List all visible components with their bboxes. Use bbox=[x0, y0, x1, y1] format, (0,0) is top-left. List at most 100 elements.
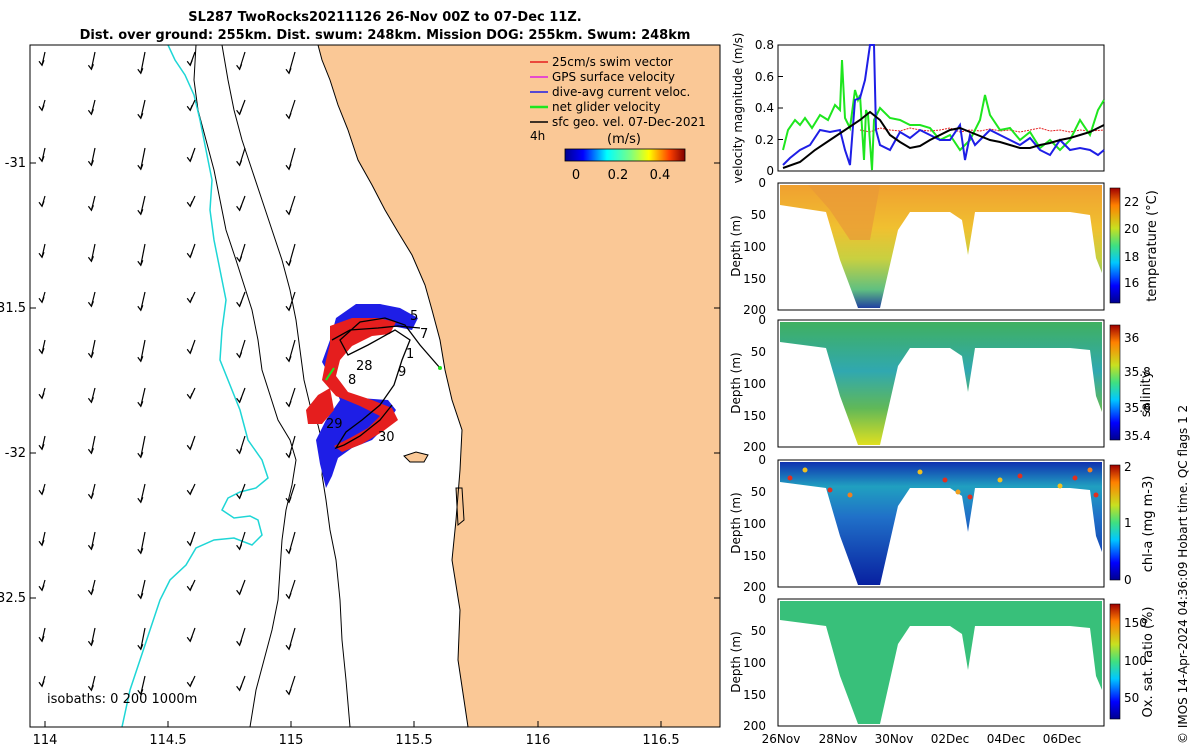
velocity-ytick: 0.2 bbox=[755, 133, 774, 147]
depth-tick: 150 bbox=[743, 272, 766, 286]
velocity-arrowhead bbox=[137, 689, 144, 696]
velocity-ylabel: velocity magnitude (m/s) bbox=[731, 33, 745, 184]
temperature-cbar-tick: 18 bbox=[1124, 250, 1139, 264]
lat-tick: -32.5 bbox=[0, 591, 26, 606]
velocity-arrowhead bbox=[186, 489, 193, 496]
velocity-arrowhead bbox=[137, 113, 144, 120]
velocity-arrowhead bbox=[236, 589, 243, 596]
map-panel[interactable]: 5 7 1 28 8 9 29 30 -31 -31.5 -32 -32.5 bbox=[0, 44, 721, 748]
velocity-arrowhead bbox=[137, 209, 144, 216]
temperature-cbar-tick: 22 bbox=[1124, 195, 1139, 209]
temperature-panel[interactable]: 16 18 20 22 temperature (°C) Depth (m) 0… bbox=[729, 176, 1160, 317]
colorbar bbox=[564, 148, 686, 162]
salinity-cbar-tick: 36 bbox=[1124, 331, 1139, 345]
velocity-arrowhead bbox=[236, 301, 243, 308]
coast-outline bbox=[317, 45, 469, 727]
temperature-warm-core bbox=[808, 185, 880, 240]
depth-tick: 150 bbox=[743, 409, 766, 423]
depth-tick: 200 bbox=[743, 580, 766, 594]
lat-axis: -31 -31.5 -32 -32.5 bbox=[0, 156, 720, 606]
salinity-section bbox=[780, 322, 1102, 445]
depth-tick: 0 bbox=[758, 592, 766, 606]
lon-tick: 115 bbox=[279, 733, 304, 748]
oxygen-section bbox=[780, 601, 1102, 724]
depth-tick: 200 bbox=[743, 440, 766, 454]
depth-tick: 50 bbox=[751, 485, 766, 499]
velocity-arrowhead bbox=[285, 497, 292, 504]
day-label: 5 bbox=[410, 309, 418, 324]
chla-hotspot bbox=[1093, 492, 1099, 498]
velocity-arrowhead bbox=[87, 544, 94, 551]
date-tick: 04Dec bbox=[987, 732, 1026, 746]
date-tick: 28Nov bbox=[819, 732, 858, 746]
lon-tick: 116 bbox=[526, 733, 551, 748]
velocity-arrowhead bbox=[87, 205, 94, 212]
map-legend: 25cm/s swim vector GPS surface velocity … bbox=[530, 55, 706, 183]
temperature-cbar-tick: 16 bbox=[1124, 276, 1139, 290]
lon-axis: 114 114.5 115 115.5 116 116.5 bbox=[33, 721, 680, 748]
geostrophic-velocity-arrows bbox=[38, 51, 296, 696]
lat-tick: -31.5 bbox=[0, 301, 26, 316]
depth-tick: 50 bbox=[751, 624, 766, 638]
lat-tick: -31 bbox=[5, 156, 26, 171]
velocity-arrowhead bbox=[285, 260, 292, 267]
velocity-arrowhead bbox=[236, 352, 243, 359]
velocity-arrowhead bbox=[87, 685, 94, 692]
day-label: 8 bbox=[348, 373, 356, 388]
velocity-arrowhead bbox=[236, 64, 243, 71]
chla-ylabel: Depth (m) bbox=[729, 492, 743, 553]
velocity-arrowhead bbox=[38, 540, 45, 547]
depth-tick: 100 bbox=[743, 377, 766, 391]
velocity-arrowhead bbox=[87, 640, 94, 647]
depth-tick: 100 bbox=[743, 517, 766, 531]
velocity-arrowhead bbox=[38, 105, 45, 112]
velocity-ytick: 0 bbox=[766, 164, 774, 178]
chla-hotspot bbox=[955, 489, 961, 495]
velocity-arrowhead bbox=[236, 256, 243, 263]
chla-hotspot bbox=[1017, 473, 1023, 479]
velocity-arrowhead bbox=[38, 348, 45, 355]
velocity-arrowhead bbox=[137, 356, 144, 363]
chla-hotspots bbox=[787, 467, 1099, 500]
colorbar-tick: 0.4 bbox=[650, 168, 671, 183]
title-line1: SL287 TwoRocks20211126 26-Nov 00Z to 07-… bbox=[188, 10, 581, 25]
velocity-arrowhead bbox=[236, 640, 243, 647]
velocity-arrowhead bbox=[87, 448, 94, 455]
velocity-arrowhead bbox=[236, 205, 243, 212]
salinity-ylabel: Depth (m) bbox=[729, 352, 743, 413]
velocity-arrowhead bbox=[137, 401, 144, 408]
chla-colorbar bbox=[1109, 464, 1121, 581]
velocity-arrowhead bbox=[186, 156, 193, 163]
chla-cbar-tick: 2 bbox=[1124, 460, 1132, 474]
lat-tick: -32 bbox=[5, 446, 26, 461]
velocity-arrow bbox=[140, 339, 146, 362]
glider-position-marker bbox=[438, 366, 442, 370]
velocity-arrow bbox=[140, 435, 146, 458]
title-line2: Dist. over ground: 255km. Dist. swum: 24… bbox=[80, 28, 691, 43]
velocity-arrowhead bbox=[38, 444, 45, 451]
velocity-panel[interactable]: 0 0.2 0.4 0.6 0.8 velocity magnitude (m/… bbox=[731, 33, 1105, 184]
depth-tick: 100 bbox=[743, 240, 766, 254]
salinity-panel[interactable]: 35.4 35.6 35.8 36 salinity Depth (m) 0 5… bbox=[729, 313, 1154, 454]
date-tick: 30Nov bbox=[875, 732, 914, 746]
velocity-arrowhead bbox=[285, 356, 292, 363]
velocity-arrowhead bbox=[38, 585, 45, 592]
chla-panel[interactable]: 0 1 2 chl-a (mg m-3) Depth (m) 0 50 100 … bbox=[729, 453, 1156, 594]
velocity-arrowhead bbox=[137, 593, 144, 600]
track-net-velocity bbox=[325, 367, 335, 381]
depth-tick: 200 bbox=[743, 719, 766, 733]
day-label: 29 bbox=[326, 417, 343, 432]
lon-tick: 116.5 bbox=[642, 733, 679, 748]
chla-hotspot bbox=[1057, 483, 1063, 489]
velocity-arrow bbox=[140, 531, 146, 554]
chla-hotspot bbox=[827, 487, 833, 493]
legend-label: GPS surface velocity bbox=[552, 70, 675, 84]
velocity-ytick: 0.6 bbox=[755, 70, 774, 84]
oxygen-panel[interactable]: 50 100 150 Ox. sat. ratio (%) Depth (m) … bbox=[729, 592, 1156, 733]
lon-tick: 114.5 bbox=[149, 733, 186, 748]
chla-hotspot bbox=[917, 469, 923, 475]
depth-tick: 150 bbox=[743, 688, 766, 702]
oxygen-ylabel: Depth (m) bbox=[729, 631, 743, 692]
date-tick: 06Dec bbox=[1043, 732, 1082, 746]
chla-section bbox=[780, 462, 1102, 585]
